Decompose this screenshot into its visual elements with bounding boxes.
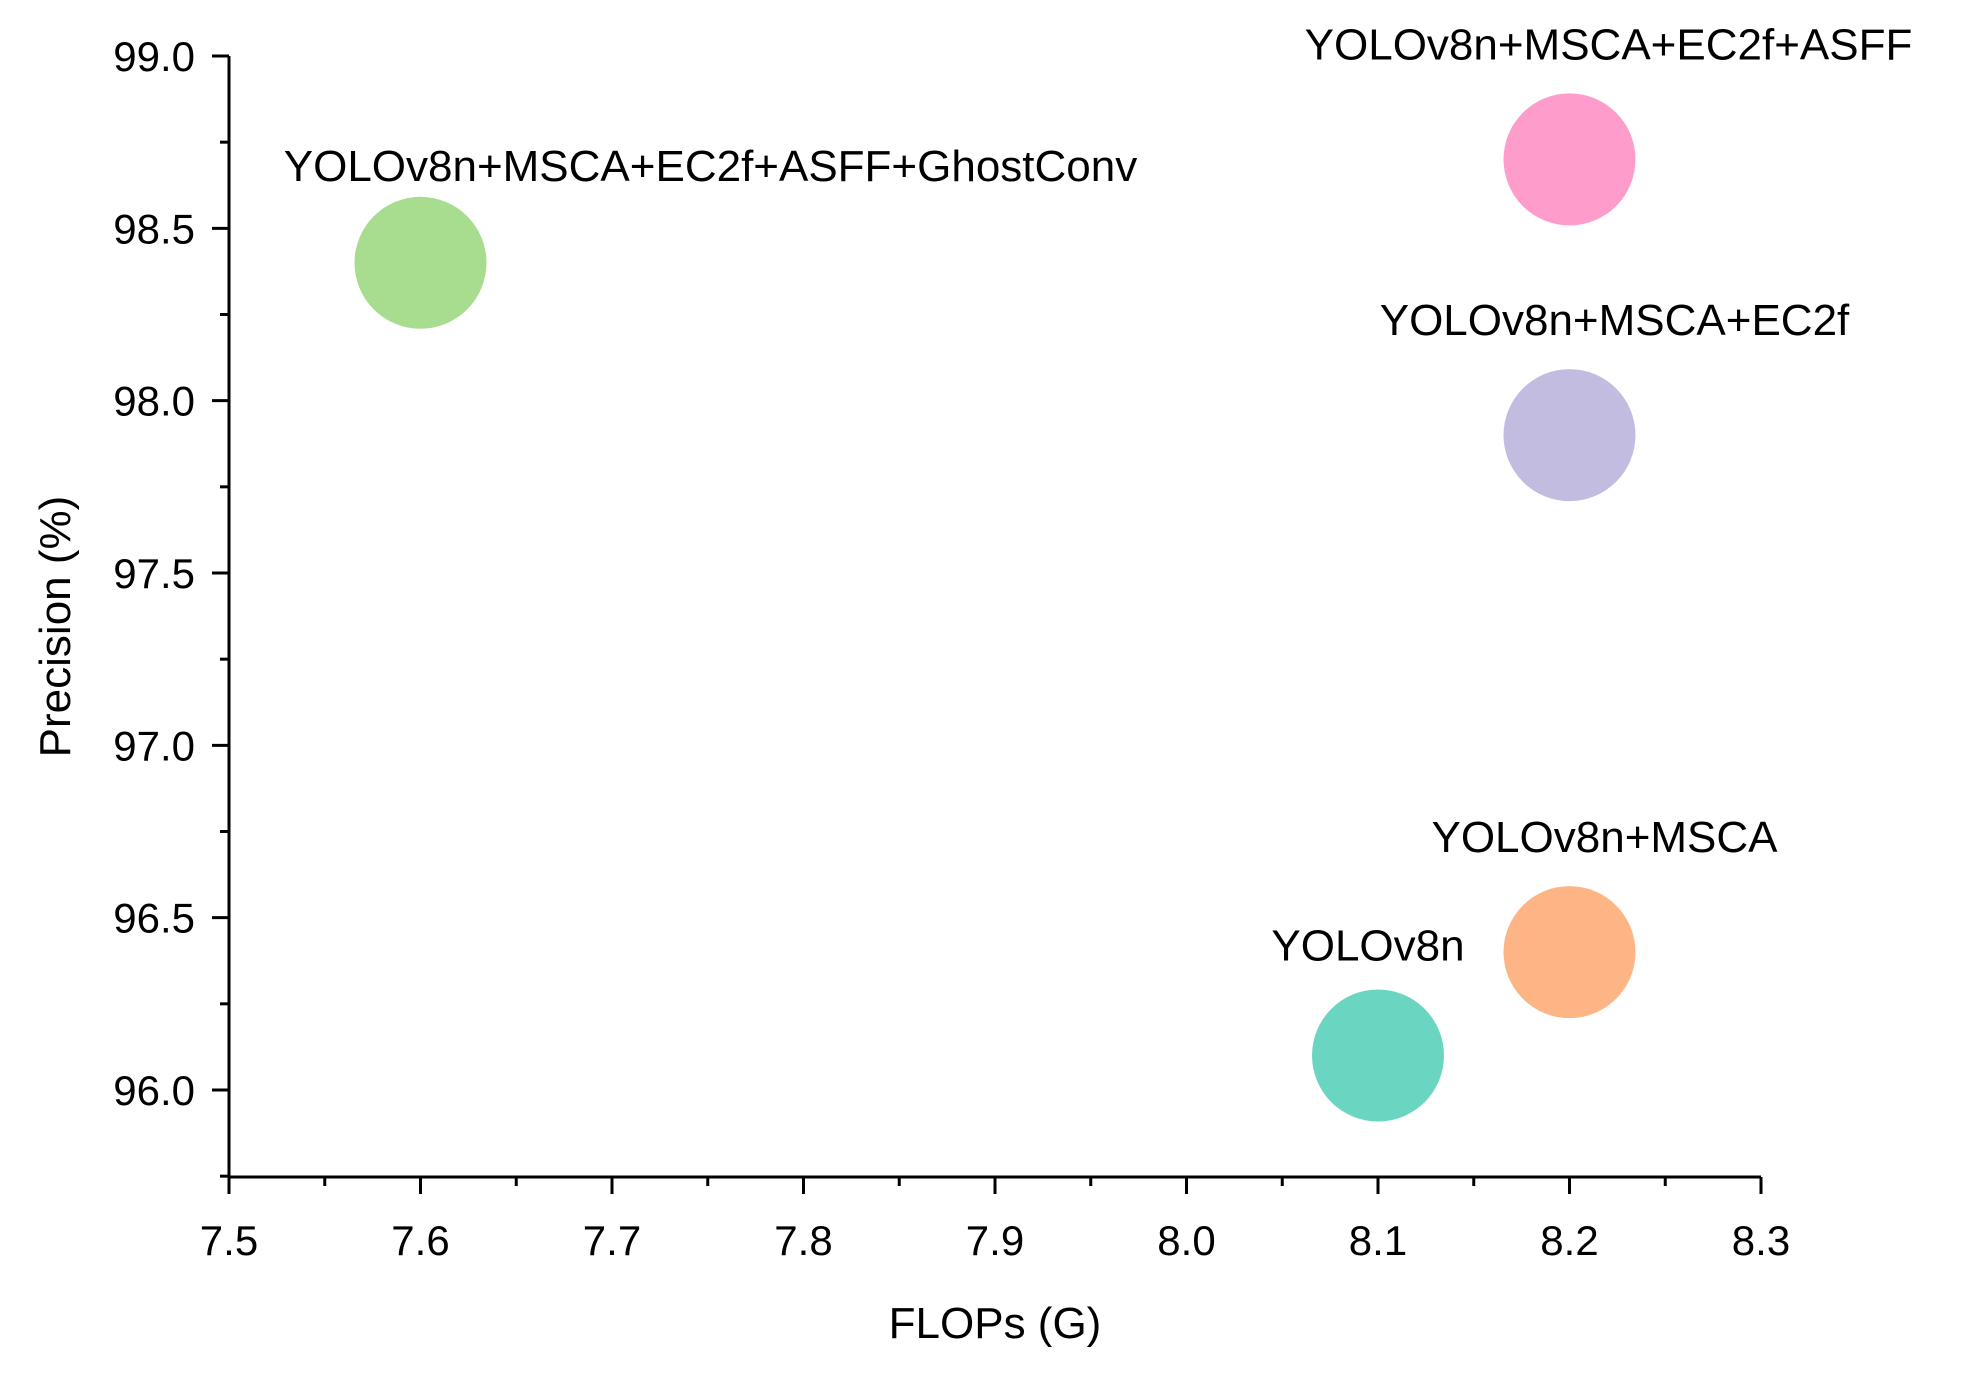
x-tick-label: 7.9 [966, 1217, 1024, 1264]
point-label: YOLOv8n+MSCA+EC2f [1380, 296, 1850, 345]
x-tick-label: 8.3 [1732, 1217, 1790, 1264]
y-tick-label: 99.0 [113, 33, 195, 80]
y-tick-label: 98.0 [113, 378, 195, 425]
y-tick-label: 97.5 [113, 550, 195, 597]
x-tick-label: 7.5 [200, 1217, 258, 1264]
y-tick-label: 96.0 [113, 1067, 195, 1114]
y-tick-label: 97.0 [113, 722, 195, 769]
x-axis-ticks: 7.5 7.6 7.7 7.8 7.9 8.0 8.1 8.2 8.3 [200, 1177, 1790, 1264]
point-label: YOLOv8n [1271, 922, 1464, 971]
point-label: YOLOv8n+MSCA+EC2f+ASFF [1305, 20, 1913, 69]
bubble-point [1503, 369, 1636, 502]
x-tick-label: 7.6 [391, 1217, 449, 1264]
chart-marks [354, 93, 1636, 1122]
x-tick-label: 8.0 [1157, 1217, 1215, 1264]
y-axis-ticks: 96.0 96.5 97.0 97.5 98.0 98.5 99.0 [113, 33, 229, 1178]
y-tick-label: 96.5 [113, 895, 195, 942]
x-axis-title: FLOPs (G) [889, 1299, 1102, 1348]
point-label: YOLOv8n+MSCA [1431, 813, 1778, 862]
x-tick-label: 7.7 [583, 1217, 641, 1264]
point-labels: YOLOv8n YOLOv8n+MSCA YOLOv8n+MSCA+EC2f YOLO… [284, 20, 1913, 970]
y-axis-title: Precision (%) [31, 496, 80, 758]
x-tick-label: 8.1 [1349, 1217, 1407, 1264]
bubble-point [1312, 989, 1444, 1122]
point-label: YOLOv8n+MSCA+EC2f+ASFF+GhostConv [284, 142, 1138, 191]
x-tick-label: 8.2 [1540, 1217, 1598, 1264]
x-tick-label: 7.8 [774, 1217, 832, 1264]
bubble-point [1503, 93, 1636, 226]
bubble-point [354, 196, 487, 329]
y-tick-label: 98.5 [113, 205, 195, 252]
bubble-point [1503, 886, 1636, 1019]
